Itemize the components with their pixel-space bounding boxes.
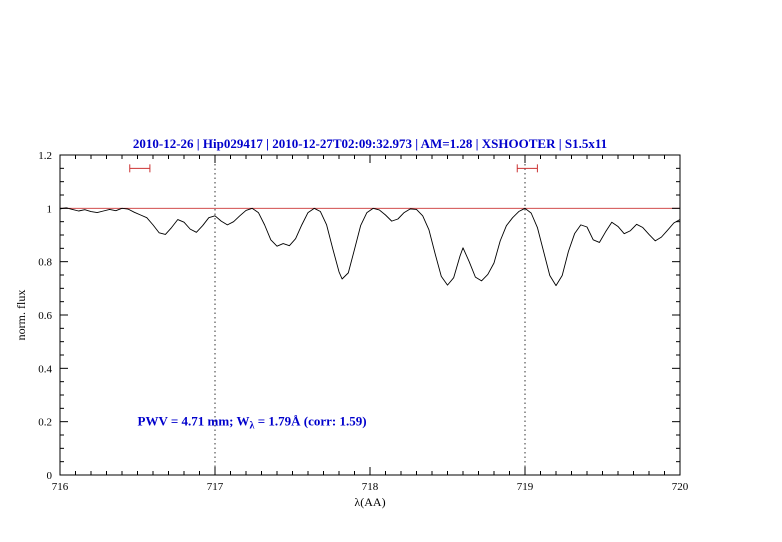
x-tick-label: 720 xyxy=(672,481,689,493)
y-tick-label: 0.4 xyxy=(38,363,52,375)
spectrum-line xyxy=(59,207,681,287)
y-tick-label: 1 xyxy=(47,203,53,215)
pwv-annotation-suffix: = 1.79Å (corr: 1.59) xyxy=(254,414,366,429)
x-tick-label: 718 xyxy=(362,481,379,493)
range-marker xyxy=(516,164,538,173)
y-axis-label: norm. flux xyxy=(14,290,28,341)
range-marker xyxy=(129,164,151,173)
pwv-annotation-subscript: λ xyxy=(250,421,255,432)
plot-content-layer xyxy=(59,155,681,475)
plot-axes-layer: 716 717 718 719 720 0 0.2 0.4 0.6 0.8 1 1.2 xyxy=(38,150,689,493)
x-tick-label: 717 xyxy=(207,481,224,493)
x-axis-label: λ(AA) xyxy=(354,495,385,509)
y-tick-label: 0.6 xyxy=(38,310,52,322)
y-tick-label: 1.2 xyxy=(38,150,52,162)
y-tick-label: 0.2 xyxy=(38,417,52,429)
y-tick-label: 0.8 xyxy=(38,257,52,269)
y-tick-label: 0 xyxy=(47,470,53,482)
plot-title: 2010-12-26 | Hip029417 | 2010-12-27T02:0… xyxy=(133,136,607,151)
pwv-annotation-prefix: PWV = 4.71 mm; W xyxy=(138,414,250,429)
x-tick-label: 719 xyxy=(517,481,534,493)
pwv-annotation: PWV = 4.71 mm; Wλ = 1.79Å (corr: 1.59) xyxy=(138,414,367,432)
x-tick-label: 716 xyxy=(52,481,69,493)
